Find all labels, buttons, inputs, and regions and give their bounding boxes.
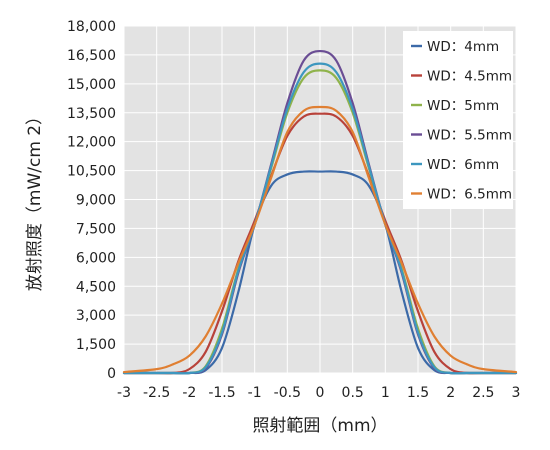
x-tick-label: 3 (512, 385, 521, 401)
series-line-5 (122, 62, 518, 375)
y-tick-label: 1,500 (76, 337, 116, 353)
legend-box (403, 31, 513, 209)
legend-label: WD：4mm (427, 39, 499, 55)
y-tick-label: 13,500 (67, 106, 116, 122)
y-tick-label: 6,000 (76, 250, 116, 266)
y-tick-label: 7,500 (76, 221, 116, 237)
x-tick-label: -3 (117, 385, 131, 401)
x-tick-label: 1.5 (407, 385, 429, 401)
x-tick-label: 2.5 (472, 385, 494, 401)
series-line-6 (122, 105, 518, 374)
x-tick-label: -2.5 (143, 385, 170, 401)
y-tick-label: 4,500 (76, 279, 116, 295)
y-tick-label: 3,000 (76, 308, 116, 324)
legend: WD：4mm WD：4.5mm WD：5mm WD：5.5mm WD：6mm WD：6.5… (403, 31, 513, 209)
y-axis-ticks: 0 1,500 3,000 4,500 6,000 7,500 9,000 10,500 12,… (67, 19, 116, 382)
x-tick-label: -1.5 (208, 385, 235, 401)
x-tick-label: 1 (381, 385, 390, 401)
x-tick-label: 2 (446, 385, 455, 401)
y-tick-label: 16,500 (67, 48, 116, 64)
legend-label: WD：6mm (427, 157, 499, 173)
y-tick-label: 18,000 (67, 19, 116, 35)
x-tick-label: 0.5 (342, 385, 364, 401)
y-tick-label: 12,000 (67, 135, 116, 151)
y-axis-title: 放射照度（mW/cm 2） (25, 108, 45, 291)
y-tick-label: 9,000 (76, 193, 116, 209)
x-tick-label: -1 (248, 385, 262, 401)
x-tick-label: -2 (182, 385, 196, 401)
x-tick-label: 0 (316, 385, 325, 401)
y-tick-label: 10,500 (67, 164, 116, 180)
y-tick-label: 0 (107, 366, 116, 382)
legend-label: WD：4.5mm (427, 69, 512, 85)
legend-label: WD：5.5mm (427, 128, 512, 144)
series-line-2 (122, 112, 518, 375)
x-tick-label: -0.5 (274, 385, 301, 401)
y-tick-label: 15,000 (67, 77, 116, 93)
legend-label: WD：5mm (427, 98, 499, 114)
x-axis-title: 照射範囲（mm） (252, 416, 387, 436)
series-lines (122, 49, 518, 375)
x-axis-ticks: -3 -2.5 -2 -1.5 -1 -0.5 0 0.5 1 1.5 2 2.5 3 (117, 385, 520, 401)
legend-label: WD：6.5mm (427, 187, 512, 203)
